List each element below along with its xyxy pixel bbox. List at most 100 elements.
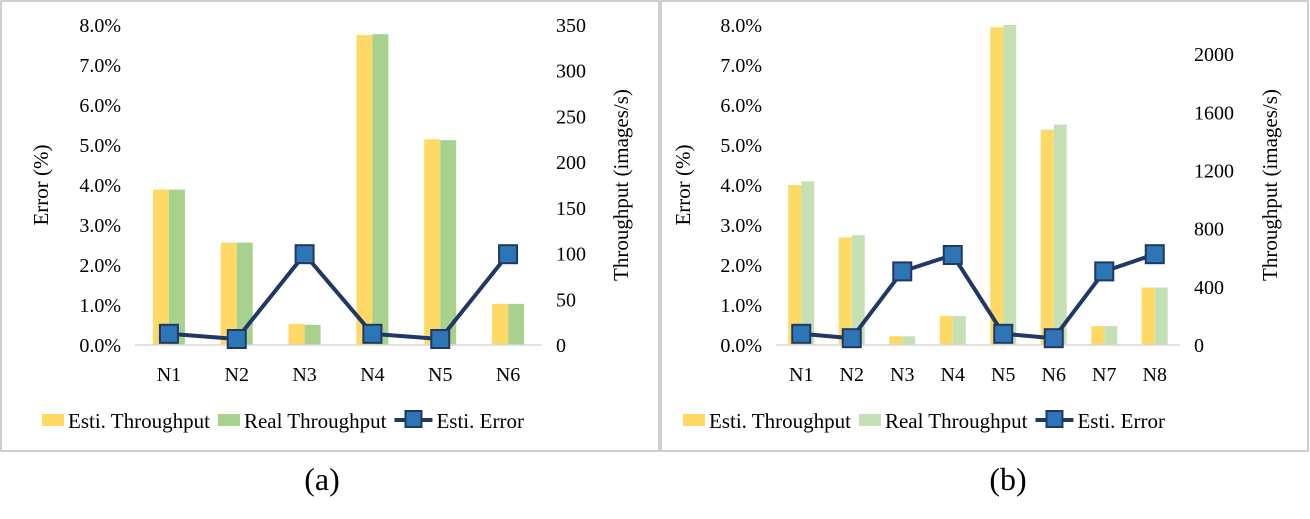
right-axis-tick-label: 0 bbox=[556, 335, 566, 357]
left-axis-title: Error (%) bbox=[29, 144, 53, 225]
left-axis-tick-label: 6.0% bbox=[79, 95, 121, 117]
category-tick-label: N3 bbox=[890, 364, 914, 386]
right-axis-tick-label: 200 bbox=[556, 152, 586, 174]
legend-marker-swatch bbox=[404, 410, 423, 428]
legend-swatch bbox=[683, 414, 705, 426]
esti-throughputbar bbox=[889, 336, 903, 345]
panel-a-frame bbox=[0, 0, 660, 452]
category-tick-label: N2 bbox=[225, 364, 249, 386]
left-axis-tick-label: 3.0% bbox=[79, 215, 121, 237]
right-axis-tick-label: 100 bbox=[556, 244, 586, 266]
error-point-marker bbox=[226, 329, 247, 349]
category-tick-label: N3 bbox=[292, 364, 316, 386]
category-tick-label: N6 bbox=[1042, 364, 1066, 386]
right-axis-tick-label: 350 bbox=[556, 15, 586, 37]
left-axis-tick-label: 3.0% bbox=[720, 215, 762, 237]
real-throughputbar bbox=[508, 303, 525, 345]
right-axis-tick-label: 0 bbox=[1194, 335, 1204, 357]
right-axis-title: Throughput (images/s) bbox=[609, 89, 633, 281]
right-axis-title: Throughput (images/s) bbox=[1258, 89, 1282, 281]
category-tick-label: N5 bbox=[428, 364, 452, 386]
left-axis-tick-label: 2.0% bbox=[720, 255, 762, 277]
legend-label: Esti. Error bbox=[436, 409, 523, 433]
real-throughputbar bbox=[372, 34, 389, 346]
legend-swatch bbox=[217, 414, 240, 426]
error-point-marker bbox=[942, 245, 963, 265]
category-tick-label: N7 bbox=[1092, 364, 1116, 386]
real-throughputbar bbox=[1003, 25, 1017, 345]
category-tick-label: N4 bbox=[360, 364, 384, 386]
esti-throughputbar bbox=[152, 189, 169, 345]
esti-throughputbar bbox=[492, 303, 509, 345]
left-axis-tick-label: 1.0% bbox=[79, 295, 121, 317]
esti-throughputbar bbox=[990, 27, 1004, 345]
esti-throughputbar bbox=[1141, 287, 1155, 345]
left-axis-tick-label: 5.0% bbox=[720, 135, 762, 157]
error-point-marker bbox=[430, 329, 451, 349]
real-throughputbar bbox=[851, 235, 865, 345]
panel-b-caption: (b) bbox=[989, 461, 1026, 497]
error-series-line bbox=[168, 252, 510, 341]
esti-throughputbar bbox=[1040, 129, 1054, 345]
right-axis-tick-label: 50 bbox=[556, 289, 576, 311]
chart-panel-b: 0.0% 1.0% 2.0% 3.0% 4.0% 5.0% 6.0% 7.0% 8.0% 0 400… bbox=[671, 15, 1282, 433]
right-axis-tick-label: 150 bbox=[556, 198, 586, 220]
right-axis-tick-label: 1600 bbox=[1194, 102, 1234, 124]
legend-swatch bbox=[858, 414, 881, 426]
legend-swatch bbox=[42, 414, 64, 426]
error-point-marker bbox=[993, 323, 1014, 344]
error-point-marker bbox=[1094, 261, 1115, 282]
legend-label: Esti. Throughput bbox=[68, 409, 210, 433]
left-axis-tick-label: 0.0% bbox=[720, 335, 762, 357]
real-throughputbar bbox=[902, 336, 916, 345]
legend-marker-swatch bbox=[1045, 410, 1064, 428]
real-throughputbar bbox=[801, 181, 815, 345]
left-axis-tick-label: 7.0% bbox=[79, 55, 121, 77]
esti-throughputbar bbox=[788, 185, 802, 345]
left-axis-tick-label: 7.0% bbox=[720, 55, 762, 77]
error-series-line bbox=[801, 252, 1156, 341]
esti-throughputbar bbox=[424, 139, 441, 345]
real-throughputbar bbox=[1154, 287, 1168, 345]
panel-a-caption: (a) bbox=[304, 461, 340, 497]
left-axis-title: Error (%) bbox=[671, 144, 695, 225]
esti-throughputbar bbox=[288, 323, 305, 345]
left-axis-tick-label: 6.0% bbox=[720, 95, 762, 117]
error-point-marker bbox=[892, 261, 913, 282]
left-axis-tick-label: 8.0% bbox=[720, 15, 762, 37]
right-axis-tick-label: 300 bbox=[556, 61, 586, 83]
real-throughputbar bbox=[1104, 326, 1118, 345]
esti-throughputbar bbox=[838, 237, 852, 345]
left-axis-tick-label: 4.0% bbox=[79, 175, 121, 197]
left-axis-tick-label: 5.0% bbox=[79, 135, 121, 157]
legend-label: Real Throughput bbox=[244, 409, 387, 433]
real-throughputbar bbox=[1053, 124, 1067, 346]
legend-label: Real Throughput bbox=[885, 409, 1028, 433]
right-axis-tick-label: 800 bbox=[1194, 219, 1224, 241]
left-axis-tick-label: 1.0% bbox=[720, 295, 762, 317]
real-throughputbar bbox=[168, 189, 185, 345]
real-throughputbar bbox=[304, 324, 321, 345]
category-tick-label: N6 bbox=[496, 364, 520, 386]
category-tick-label: N4 bbox=[941, 364, 965, 386]
error-point-marker bbox=[1144, 244, 1165, 265]
left-axis-tick-label: 8.0% bbox=[79, 15, 121, 37]
real-throughputbar bbox=[236, 242, 253, 345]
esti-throughputbar bbox=[1091, 326, 1105, 345]
esti-throughputbar bbox=[939, 315, 953, 345]
real-throughputbar bbox=[952, 315, 966, 345]
right-axis-tick-label: 2000 bbox=[1194, 44, 1234, 66]
category-tick-label: N1 bbox=[157, 364, 181, 386]
category-tick-label: N8 bbox=[1143, 364, 1167, 386]
esti-throughputbar bbox=[356, 35, 373, 346]
category-tick-label: N5 bbox=[991, 364, 1015, 386]
error-point-marker bbox=[294, 244, 315, 265]
right-axis-tick-label: 1200 bbox=[1194, 160, 1234, 182]
left-axis-tick-label: 0.0% bbox=[79, 335, 121, 357]
error-point-marker bbox=[158, 323, 179, 344]
error-point-marker bbox=[498, 244, 519, 265]
error-point-marker bbox=[791, 323, 812, 344]
legend-label: Esti. Throughput bbox=[709, 409, 851, 433]
right-axis-tick-label: 250 bbox=[556, 106, 586, 128]
